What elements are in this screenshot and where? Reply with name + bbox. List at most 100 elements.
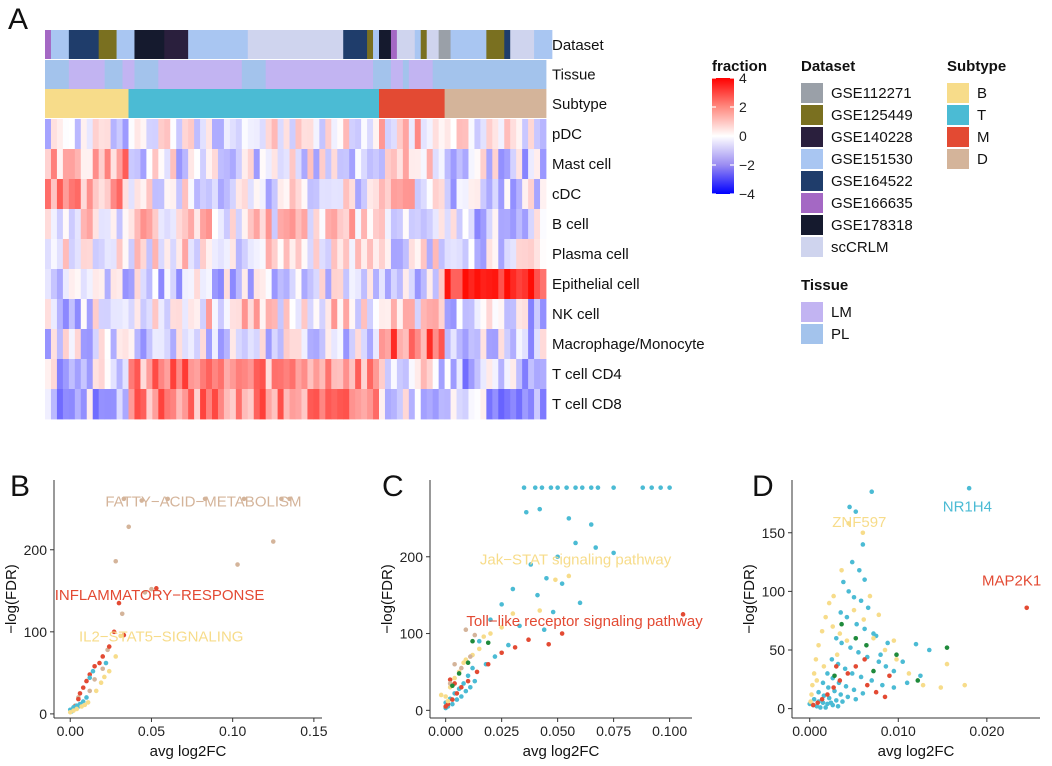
row-label: T cell CD8: [552, 396, 622, 413]
heatmap-cell: [253, 239, 261, 270]
scatter-point: [526, 637, 531, 642]
heatmap-cell: [492, 149, 499, 180]
heatmap-cell: [367, 239, 374, 270]
scatter-point: [858, 598, 864, 604]
scatter-point: [564, 485, 569, 490]
scatter-point: [906, 671, 912, 676]
row-label: cDC: [552, 186, 581, 203]
heatmap-cell: [313, 239, 320, 270]
legend-title: Tissue: [801, 277, 848, 294]
heatmap-cell: [498, 269, 505, 300]
heatmap-cell: [396, 299, 404, 330]
dataset-segment-gse151530: [414, 30, 422, 59]
scatter-point: [121, 496, 127, 502]
scatter-point: [510, 611, 516, 616]
heatmap-cell: [241, 209, 249, 240]
heatmap-cell: [289, 179, 296, 210]
scatter-point: [80, 685, 86, 690]
scatter-point: [837, 631, 843, 636]
heatmap-cell: [349, 179, 356, 210]
legend-item-label: T: [977, 107, 986, 124]
heatmap-cell: [182, 149, 189, 180]
heatmap-cell: [74, 329, 82, 360]
heatmap-cell: [271, 179, 279, 210]
heatmap-cell: [492, 359, 499, 390]
heatmap-cell: [307, 329, 314, 360]
scatter-point: [816, 689, 821, 695]
heatmap-cell: [331, 119, 338, 150]
heatmap-cell: [426, 239, 434, 270]
x-tick-label: 0.020: [969, 723, 1004, 739]
heatmap-cell: [420, 269, 428, 300]
heatmap-cell: [194, 299, 201, 330]
heatmap-cell: [432, 239, 440, 270]
heatmap-cell: [319, 269, 326, 300]
row-label: Mast cell: [552, 156, 611, 173]
heatmap-cell: [289, 239, 296, 270]
heatmap-cell: [522, 179, 529, 210]
heatmap-cell: [498, 119, 505, 150]
heatmap-cell: [50, 359, 58, 390]
heatmap-cell: [92, 329, 100, 360]
scatter-point: [539, 485, 545, 490]
heatmap-cell: [194, 359, 201, 390]
heatmap-cell: [390, 329, 398, 360]
heatmap-cell: [432, 389, 440, 420]
heatmap-cell: [277, 389, 284, 420]
x-axis-title: avg log2FC: [523, 743, 600, 760]
heatmap-cell: [206, 119, 213, 150]
scatter-point: [463, 627, 469, 633]
heatmap-cell: [62, 269, 70, 300]
heatmap-cell: [534, 269, 541, 300]
heatmap-cell: [104, 119, 112, 150]
heatmap-cell: [414, 179, 422, 210]
scatter-point: [566, 573, 572, 579]
heatmap-cell: [355, 299, 362, 330]
heatmap-cell: [486, 179, 493, 210]
heatmap-cell: [540, 359, 547, 390]
scatter-point: [472, 632, 478, 638]
heatmap-cell: [414, 389, 422, 420]
scatter-point: [106, 668, 112, 674]
heatmap-cell: [420, 359, 428, 390]
heatmap-cell: [534, 149, 541, 180]
heatmap-cell: [206, 239, 213, 270]
scatter-point: [883, 664, 889, 669]
heatmap-cell: [158, 119, 165, 150]
heatmap-cell: [540, 149, 547, 180]
scatter-point: [900, 659, 906, 665]
heatmap-cell: [367, 179, 374, 210]
scatter-point: [841, 579, 846, 585]
heatmap-cell: [229, 119, 237, 150]
heatmap-cell: [56, 299, 64, 330]
heatmap-cell: [426, 269, 434, 300]
heatmap-cell: [462, 179, 469, 210]
heatmap-cell: [307, 209, 314, 240]
heatmap-cell: [420, 209, 428, 240]
heatmap-cell: [80, 149, 88, 180]
scatter-point: [492, 654, 498, 659]
heatmap-cell: [223, 239, 231, 270]
dataset-segment-gse164522: [343, 30, 368, 59]
scatter-point: [459, 684, 464, 690]
heatmap-cell: [379, 359, 386, 390]
dataset-segment-gse151530: [188, 30, 249, 59]
scatter-point: [876, 612, 882, 618]
scatter-point: [476, 646, 482, 652]
scatter-point: [450, 697, 455, 702]
heatmap-cell: [128, 269, 135, 300]
heatmap-cell: [80, 239, 88, 270]
heatmap-cell: [212, 149, 219, 180]
scatter-point: [74, 706, 80, 712]
heatmap-cell: [80, 269, 88, 300]
heatmap-cell: [104, 209, 112, 240]
heatmap-cell: [212, 119, 219, 150]
scatter-point: [450, 683, 455, 689]
heatmap-cell: [516, 389, 523, 420]
heatmap-cell: [56, 389, 64, 420]
heatmap-cell: [206, 179, 213, 210]
legend-item-label: M: [977, 129, 990, 146]
panel-label-d: D: [752, 470, 774, 503]
legend-swatch: [801, 237, 823, 257]
